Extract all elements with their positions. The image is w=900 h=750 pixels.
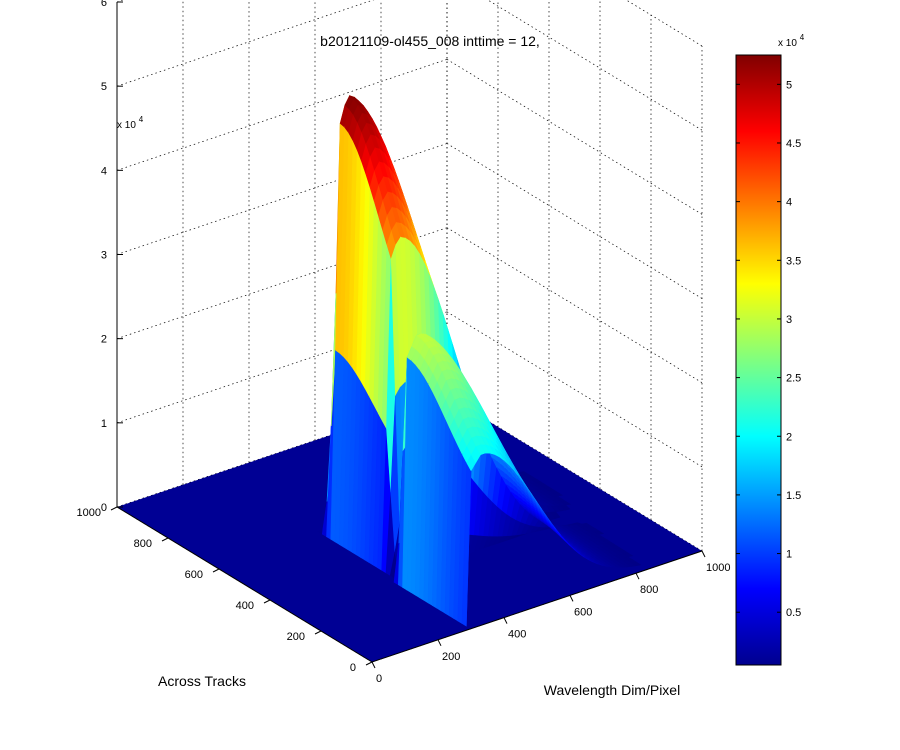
z-tick-label: 5 xyxy=(101,81,107,93)
surface-patch xyxy=(635,564,641,566)
y-axis-label: Across Tracks xyxy=(158,673,246,689)
colorbar-tick-label: 1 xyxy=(786,549,792,561)
z-tick-label: 2 xyxy=(101,334,107,346)
x-tick-label: 0 xyxy=(376,673,382,685)
colorbar-tick-label: 4 xyxy=(786,197,792,209)
z-axis-multiplier: x 10 4 xyxy=(117,115,144,131)
y-tick-label: 200 xyxy=(287,631,305,643)
colorbar-tick-label: 4.5 xyxy=(786,138,801,150)
x-tick-label: 1000 xyxy=(706,562,730,574)
x-tick-label: 600 xyxy=(574,606,592,618)
x-tick-label: 800 xyxy=(640,584,658,596)
y-tick-label: 600 xyxy=(185,569,203,581)
z-tick-label: 0 xyxy=(101,502,107,514)
colorbar-tick-label: 5 xyxy=(786,79,792,91)
colorbar-tick-label: 0.5 xyxy=(786,607,801,619)
surface-patch xyxy=(622,552,634,558)
y-tick-label: 400 xyxy=(236,600,254,612)
surface-patch xyxy=(593,530,605,535)
z-tick-label: 4 xyxy=(101,165,107,177)
y-tick-label: 1000 xyxy=(77,507,101,519)
surface-plot xyxy=(117,95,702,662)
chart-title: b20121109-ol455_008 inttime = 12, xyxy=(320,33,540,49)
x-axis-label: Wavelength Dim/Pixel xyxy=(544,682,680,698)
colorbar-tick-label: 2 xyxy=(786,431,792,443)
surface-patch xyxy=(550,511,561,519)
x-tick-label: 400 xyxy=(508,629,526,641)
surface-patch xyxy=(560,504,571,511)
x-tick-label: 200 xyxy=(442,651,460,663)
z-tick-label: 6 xyxy=(101,0,107,9)
colorbar-tick-label: 3.5 xyxy=(786,255,801,267)
axes-ticks: 0123456020040060080010000200400600800100… xyxy=(77,0,731,685)
y-tick-label: 800 xyxy=(134,538,152,550)
z-tick-label: 1 xyxy=(101,418,107,430)
colorbar-multiplier: x 10 4 xyxy=(778,33,805,49)
y-tick-label: 0 xyxy=(350,662,356,674)
colorbar xyxy=(735,54,782,666)
colorbar-tick-label: 2.5 xyxy=(786,373,801,385)
surface-patch xyxy=(552,492,564,497)
colorbar-ticks: 0.5 1 1.5 2 2.5 3 3.5 4 4.5 5 xyxy=(736,79,801,619)
colorbar-tick-label: 1.5 xyxy=(786,490,801,502)
z-tick-label: 3 xyxy=(101,250,107,262)
colorbar-tick-label: 3 xyxy=(786,314,792,326)
surface-patch xyxy=(560,501,572,506)
